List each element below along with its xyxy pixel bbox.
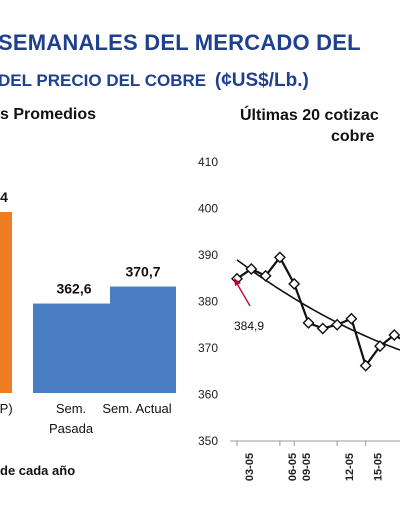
data-point-5 bbox=[302, 316, 315, 329]
y-tick-label-380: 380 bbox=[198, 295, 218, 309]
x-tick-label-09-05: 09-05 bbox=[301, 453, 313, 481]
y-tick-label-390: 390 bbox=[198, 248, 218, 262]
y-tick-label-350: 350 bbox=[198, 434, 218, 448]
right-chart-title-line2: cobre bbox=[331, 128, 375, 145]
page-title: SEMANALES DEL MERCADO DEL bbox=[0, 30, 361, 55]
data-point-2 bbox=[259, 269, 272, 282]
subtitle-unit: (¢US$/Lb.) bbox=[214, 70, 309, 91]
y-tick-label-360: 360 bbox=[198, 388, 218, 402]
data-point-11 bbox=[388, 328, 400, 341]
left-chart-title: s Promedios bbox=[0, 106, 97, 123]
data-point-7 bbox=[331, 318, 344, 331]
y-tick-label-370: 370 bbox=[198, 341, 218, 355]
bar-category-label-1: Sem. bbox=[56, 401, 86, 416]
data-point-4 bbox=[288, 277, 301, 290]
bar-category-label-0: (P) bbox=[0, 401, 13, 416]
bar-1 bbox=[33, 303, 115, 393]
data-point-9 bbox=[359, 359, 372, 372]
data-point-8 bbox=[345, 312, 358, 325]
bar-value-label-2: 370,7 bbox=[125, 264, 160, 280]
page-subtitle: DEL PRECIO DEL COBRE (¢US$/Lb.) bbox=[0, 70, 309, 92]
x-tick-label-15-05: 15-05 bbox=[373, 453, 385, 481]
bar-value-label-1: 362,6 bbox=[56, 281, 91, 297]
y-tick-label-410: 410 bbox=[198, 155, 218, 169]
data-point-1 bbox=[245, 262, 258, 275]
footnote: de cada año bbox=[0, 463, 76, 478]
annotation-arrowhead bbox=[234, 278, 241, 286]
right-chart-title-line1: Últimas 20 cotizac bbox=[240, 107, 379, 124]
bar-value-label-0: 4 bbox=[0, 189, 8, 205]
data-point-10 bbox=[374, 340, 386, 353]
bar-category-label-1-line2: Pasada bbox=[49, 421, 94, 436]
annotation-label: 384,9 bbox=[234, 319, 264, 333]
data-point-6 bbox=[316, 322, 329, 335]
bar-category-label-2: Sem. Actual bbox=[102, 401, 171, 416]
x-tick-label-06-05: 06-05 bbox=[287, 453, 299, 481]
x-tick-label-12-05: 12-05 bbox=[344, 453, 356, 481]
bar-2 bbox=[110, 286, 176, 393]
subtitle-text: DEL PRECIO DEL COBRE bbox=[0, 71, 207, 90]
y-tick-label-400: 400 bbox=[198, 202, 218, 216]
data-point-3 bbox=[273, 251, 286, 264]
bar-0 bbox=[0, 212, 12, 393]
x-tick-label-03-05: 03-05 bbox=[244, 453, 256, 481]
annotation-arrow bbox=[235, 281, 251, 307]
trendline bbox=[236, 259, 400, 351]
price-series-line bbox=[236, 255, 400, 369]
